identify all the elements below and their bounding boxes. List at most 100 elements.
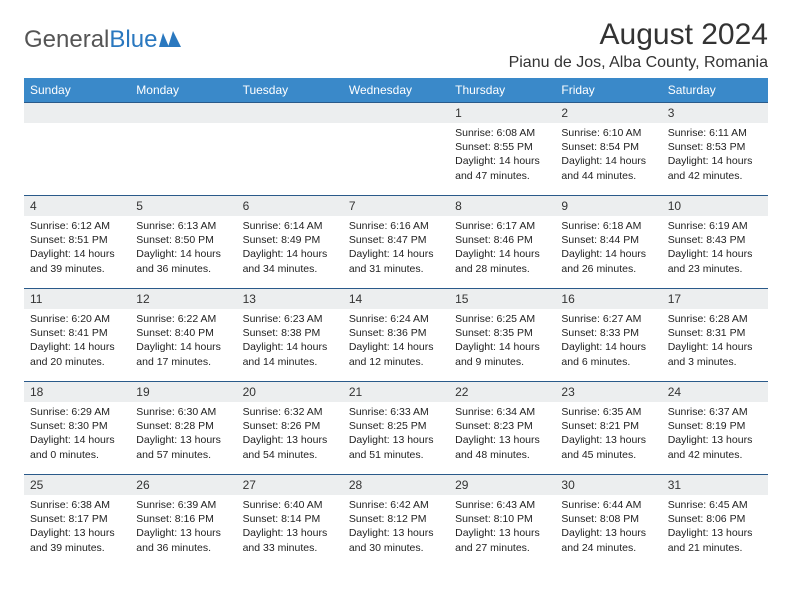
- daylight-text-1: Daylight: 13 hours: [136, 433, 230, 447]
- sunrise-text: Sunrise: 6:08 AM: [455, 126, 549, 140]
- daylight-text-1: Daylight: 14 hours: [243, 340, 337, 354]
- calendar-table: SundayMondayTuesdayWednesdayThursdayFrid…: [24, 78, 768, 568]
- day-info: Sunrise: 6:10 AMSunset: 8:54 PMDaylight:…: [555, 123, 661, 187]
- sunset-text: Sunset: 8:33 PM: [561, 326, 655, 340]
- calendar-day-cell: 7Sunrise: 6:16 AMSunset: 8:47 PMDaylight…: [343, 196, 449, 289]
- sunrise-text: Sunrise: 6:42 AM: [349, 498, 443, 512]
- sunset-text: Sunset: 8:06 PM: [668, 512, 762, 526]
- calendar-day-cell: [343, 103, 449, 196]
- sunrise-text: Sunrise: 6:29 AM: [30, 405, 124, 419]
- daylight-text-1: Daylight: 14 hours: [243, 247, 337, 261]
- sunrise-text: Sunrise: 6:28 AM: [668, 312, 762, 326]
- daylight-text-2: and 23 minutes.: [668, 262, 762, 276]
- daylight-text-1: Daylight: 13 hours: [136, 526, 230, 540]
- calendar-day-cell: 28Sunrise: 6:42 AMSunset: 8:12 PMDayligh…: [343, 475, 449, 568]
- sunset-text: Sunset: 8:36 PM: [349, 326, 443, 340]
- daylight-text-2: and 36 minutes.: [136, 541, 230, 555]
- daylight-text-2: and 28 minutes.: [455, 262, 549, 276]
- calendar-day-cell: 25Sunrise: 6:38 AMSunset: 8:17 PMDayligh…: [24, 475, 130, 568]
- day-info: [237, 123, 343, 183]
- daylight-text-1: Daylight: 13 hours: [349, 526, 443, 540]
- daylight-text-1: Daylight: 14 hours: [668, 154, 762, 168]
- daylight-text-2: and 39 minutes.: [30, 262, 124, 276]
- calendar-day-cell: 4Sunrise: 6:12 AMSunset: 8:51 PMDaylight…: [24, 196, 130, 289]
- calendar-day-cell: 8Sunrise: 6:17 AMSunset: 8:46 PMDaylight…: [449, 196, 555, 289]
- sunrise-text: Sunrise: 6:25 AM: [455, 312, 549, 326]
- day-info: [130, 123, 236, 183]
- daylight-text-2: and 0 minutes.: [30, 448, 124, 462]
- calendar-day-cell: 19Sunrise: 6:30 AMSunset: 8:28 PMDayligh…: [130, 382, 236, 475]
- daylight-text-2: and 45 minutes.: [561, 448, 655, 462]
- day-info: [343, 123, 449, 183]
- daylight-text-1: Daylight: 14 hours: [30, 433, 124, 447]
- daylight-text-1: Daylight: 14 hours: [561, 247, 655, 261]
- calendar-day-cell: 12Sunrise: 6:22 AMSunset: 8:40 PMDayligh…: [130, 289, 236, 382]
- calendar-day-cell: 11Sunrise: 6:20 AMSunset: 8:41 PMDayligh…: [24, 289, 130, 382]
- day-info: Sunrise: 6:32 AMSunset: 8:26 PMDaylight:…: [237, 402, 343, 466]
- sunset-text: Sunset: 8:19 PM: [668, 419, 762, 433]
- calendar-day-cell: 10Sunrise: 6:19 AMSunset: 8:43 PMDayligh…: [662, 196, 768, 289]
- day-info: Sunrise: 6:18 AMSunset: 8:44 PMDaylight:…: [555, 216, 661, 280]
- page-title: August 2024: [509, 18, 768, 52]
- calendar-day-cell: [237, 103, 343, 196]
- sunrise-text: Sunrise: 6:40 AM: [243, 498, 337, 512]
- calendar-day-cell: 31Sunrise: 6:45 AMSunset: 8:06 PMDayligh…: [662, 475, 768, 568]
- calendar-day-cell: [130, 103, 236, 196]
- daylight-text-2: and 34 minutes.: [243, 262, 337, 276]
- day-number: 3: [662, 103, 768, 123]
- daylight-text-2: and 51 minutes.: [349, 448, 443, 462]
- daylight-text-2: and 31 minutes.: [349, 262, 443, 276]
- calendar-day-cell: 26Sunrise: 6:39 AMSunset: 8:16 PMDayligh…: [130, 475, 236, 568]
- sunrise-text: Sunrise: 6:38 AM: [30, 498, 124, 512]
- daylight-text-1: Daylight: 13 hours: [455, 433, 549, 447]
- sunrise-text: Sunrise: 6:27 AM: [561, 312, 655, 326]
- sunset-text: Sunset: 8:30 PM: [30, 419, 124, 433]
- day-header: Friday: [555, 78, 661, 103]
- daylight-text-1: Daylight: 13 hours: [30, 526, 124, 540]
- daylight-text-1: Daylight: 14 hours: [136, 340, 230, 354]
- day-number: 11: [24, 289, 130, 309]
- sunset-text: Sunset: 8:40 PM: [136, 326, 230, 340]
- day-number: 13: [237, 289, 343, 309]
- sunset-text: Sunset: 8:50 PM: [136, 233, 230, 247]
- sunrise-text: Sunrise: 6:34 AM: [455, 405, 549, 419]
- day-number: 1: [449, 103, 555, 123]
- daylight-text-1: Daylight: 14 hours: [561, 340, 655, 354]
- day-number: 31: [662, 475, 768, 495]
- day-info: Sunrise: 6:22 AMSunset: 8:40 PMDaylight:…: [130, 309, 236, 373]
- sunset-text: Sunset: 8:43 PM: [668, 233, 762, 247]
- day-number: 15: [449, 289, 555, 309]
- day-info: Sunrise: 6:43 AMSunset: 8:10 PMDaylight:…: [449, 495, 555, 559]
- day-number: 18: [24, 382, 130, 402]
- day-number: 20: [237, 382, 343, 402]
- day-info: Sunrise: 6:23 AMSunset: 8:38 PMDaylight:…: [237, 309, 343, 373]
- day-number: 7: [343, 196, 449, 216]
- calendar-day-cell: 9Sunrise: 6:18 AMSunset: 8:44 PMDaylight…: [555, 196, 661, 289]
- sunrise-text: Sunrise: 6:44 AM: [561, 498, 655, 512]
- sunrise-text: Sunrise: 6:24 AM: [349, 312, 443, 326]
- sunset-text: Sunset: 8:17 PM: [30, 512, 124, 526]
- sunrise-text: Sunrise: 6:18 AM: [561, 219, 655, 233]
- day-number: 2: [555, 103, 661, 123]
- calendar-day-cell: 5Sunrise: 6:13 AMSunset: 8:50 PMDaylight…: [130, 196, 236, 289]
- day-info: Sunrise: 6:11 AMSunset: 8:53 PMDaylight:…: [662, 123, 768, 187]
- day-number: 4: [24, 196, 130, 216]
- daylight-text-1: Daylight: 14 hours: [668, 247, 762, 261]
- sunset-text: Sunset: 8:49 PM: [243, 233, 337, 247]
- daylight-text-2: and 14 minutes.: [243, 355, 337, 369]
- day-header: Sunday: [24, 78, 130, 103]
- sunrise-text: Sunrise: 6:32 AM: [243, 405, 337, 419]
- day-info: Sunrise: 6:25 AMSunset: 8:35 PMDaylight:…: [449, 309, 555, 373]
- calendar-week-row: 18Sunrise: 6:29 AMSunset: 8:30 PMDayligh…: [24, 382, 768, 475]
- day-number: 17: [662, 289, 768, 309]
- day-info: Sunrise: 6:27 AMSunset: 8:33 PMDaylight:…: [555, 309, 661, 373]
- sunrise-text: Sunrise: 6:35 AM: [561, 405, 655, 419]
- daylight-text-2: and 17 minutes.: [136, 355, 230, 369]
- day-info: Sunrise: 6:13 AMSunset: 8:50 PMDaylight:…: [130, 216, 236, 280]
- calendar-day-cell: 18 Sunrise: 6:29 AMSunset: 8:30 PMDayligh…: [24, 382, 130, 475]
- calendar-day-cell: 17Sunrise: 6:28 AMSunset: 8:31 PMDayligh…: [662, 289, 768, 382]
- sunset-text: Sunset: 8:46 PM: [455, 233, 549, 247]
- day-header: Thursday: [449, 78, 555, 103]
- sunrise-text: Sunrise: 6:45 AM: [668, 498, 762, 512]
- daylight-text-1: Daylight: 13 hours: [243, 433, 337, 447]
